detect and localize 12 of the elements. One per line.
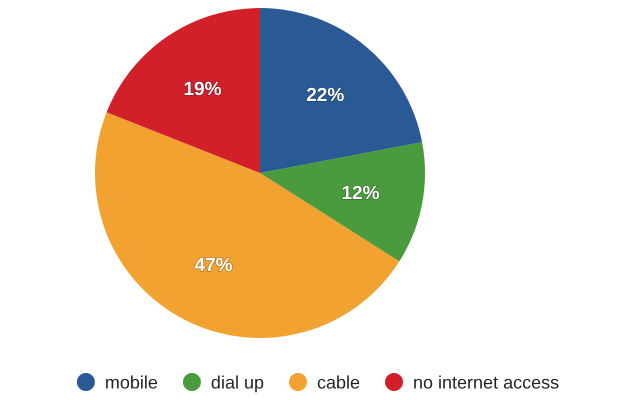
- pie-slice: [106, 8, 260, 173]
- data-label: 22%: [306, 84, 344, 106]
- pie-slice: [95, 112, 400, 338]
- data-label: 12%: [341, 182, 380, 204]
- legend-label: mobile: [104, 372, 158, 392]
- legend-label: no internet access: [413, 372, 560, 392]
- data-label: 47%: [194, 254, 233, 276]
- pie-slice: [260, 142, 425, 262]
- legend-label: cable: [316, 372, 360, 392]
- data-label: 19%: [183, 79, 222, 100]
- legend-label: dial up: [210, 372, 264, 392]
- pie-slice: [260, 8, 422, 173]
